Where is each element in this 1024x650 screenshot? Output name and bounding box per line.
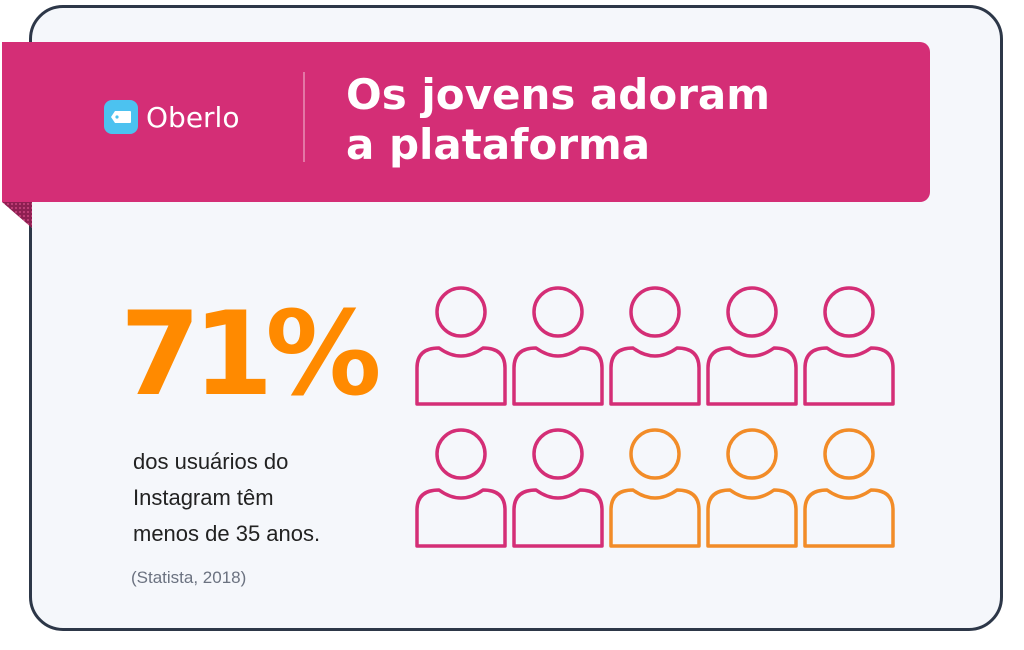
person-icon [609, 428, 701, 548]
title-line-1: Os jovens adoram [346, 70, 771, 119]
page-title: Os jovens adoram a plataforma [346, 70, 906, 170]
person-icon [803, 428, 895, 548]
desc-line-1: dos usuários do [133, 449, 289, 474]
stat-description: dos usuários do Instagram têm menos de 3… [133, 444, 393, 552]
person-icon [415, 428, 507, 548]
header-divider [303, 72, 305, 162]
person-icon [706, 428, 798, 548]
people-pictogram [415, 286, 895, 548]
price-tag-icon [104, 100, 138, 134]
source-citation: (Statista, 2018) [131, 568, 247, 587]
person-icon [512, 428, 604, 548]
brand-name: Oberlo [146, 100, 240, 134]
oberlo-logo: Oberlo [104, 99, 239, 135]
person-icon [415, 286, 507, 406]
person-icon [512, 286, 604, 406]
desc-line-2: Instagram têm [133, 485, 274, 510]
header-banner [2, 42, 930, 202]
title-line-2: a plataforma [346, 120, 651, 169]
banner-fold [2, 202, 32, 228]
stat-percentage: 71% [120, 287, 382, 422]
person-icon [706, 286, 798, 406]
person-icon [803, 286, 895, 406]
desc-line-3: menos de 35 anos. [133, 521, 321, 546]
person-icon [609, 286, 701, 406]
